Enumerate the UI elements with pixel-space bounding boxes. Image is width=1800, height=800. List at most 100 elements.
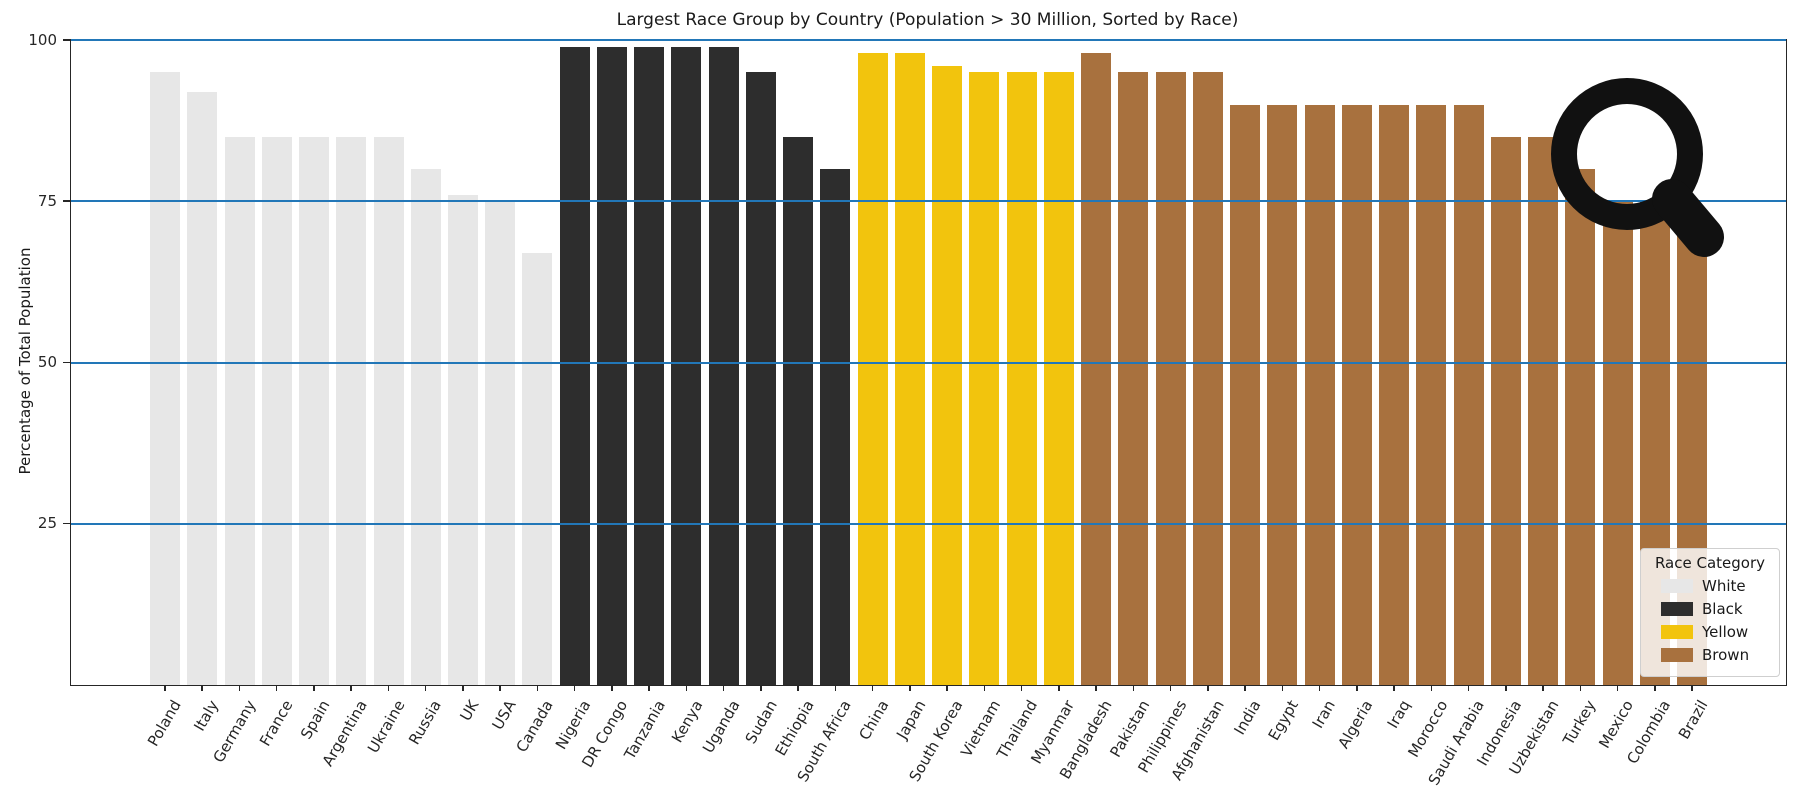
bar-iran [1304, 104, 1335, 685]
x-tick-mark [685, 685, 688, 691]
bar-iraq [1379, 104, 1409, 685]
legend: Race Category White Black Yellow Brown [1640, 548, 1780, 677]
x-tick-mark [164, 685, 166, 691]
bar-usa [485, 201, 516, 685]
y-tick-label-75: 75 [37, 191, 57, 210]
bar-indonesia [1490, 136, 1521, 685]
legend-label-yellow: Yellow [1702, 623, 1749, 641]
x-tick-mark [1132, 685, 1135, 691]
x-tick-label-china: China [855, 697, 893, 744]
x-tick-label-turkey: Turkey [1559, 697, 1600, 749]
bar-ukraine [373, 136, 404, 685]
bar-kenya [671, 46, 702, 685]
bar-morocco [1416, 104, 1447, 685]
bar-poland [150, 72, 180, 685]
y-tick-mark-25 [63, 522, 70, 525]
legend-title: Race Category [1654, 554, 1766, 572]
x-tick-mark [1318, 685, 1321, 691]
legend-entry-white: White [1661, 577, 1771, 595]
x-tick-label-spain: Spain [297, 697, 334, 743]
bar-canada [522, 252, 553, 685]
x-tick-label-usa: USA [488, 697, 520, 733]
gridline-100 [71, 39, 1786, 41]
x-tick-mark [1393, 685, 1395, 691]
x-tick-label-japan: Japan [892, 697, 930, 743]
x-tick-mark [722, 685, 725, 691]
x-tick-mark [573, 685, 576, 691]
y-tick-mark-75 [63, 200, 70, 202]
bar-italy [187, 91, 218, 685]
bar-germany [224, 136, 255, 685]
bar-south-korea [932, 65, 963, 685]
x-tick-mark [909, 685, 911, 691]
x-tick-mark [946, 685, 948, 691]
bar-myanmar [1043, 72, 1074, 685]
legend-entry-yellow: Yellow [1661, 623, 1771, 641]
y-tick-mark-50 [63, 361, 70, 364]
y-tick-label-25: 25 [37, 514, 57, 533]
legend-label-black: Black [1702, 600, 1743, 618]
bar-philippines [1155, 72, 1186, 685]
x-tick-mark [350, 685, 352, 691]
x-tick-mark [1356, 685, 1358, 691]
x-tick-mark [238, 685, 241, 691]
x-tick-mark [1169, 685, 1172, 691]
legend-entry-black: Black [1661, 600, 1771, 618]
x-tick-label-algeria: Algeria [1334, 697, 1377, 752]
y-tick-label-50: 50 [37, 353, 57, 371]
legend-swatch-white [1661, 579, 1693, 593]
x-tick-label-russia: Russia [405, 697, 446, 748]
x-tick-label-iraq: Iraq [1383, 697, 1414, 732]
bar-russia [410, 169, 441, 685]
legend-label-brown: Brown [1702, 646, 1750, 664]
x-tick-mark [611, 685, 613, 691]
bar-uzbekistan [1528, 136, 1558, 685]
bar-pakistan [1118, 72, 1149, 685]
bar-china [857, 52, 888, 685]
bar-tanzania [634, 46, 665, 685]
x-tick-label-poland: Poland [143, 697, 185, 750]
x-tick-mark [1095, 685, 1097, 691]
legend-label-white: White [1702, 577, 1746, 595]
gridline-75 [71, 200, 1786, 203]
bar-bangladesh [1081, 52, 1112, 685]
bar-afghanistan [1192, 72, 1223, 685]
chart-title: Largest Race Group by Country (Populatio… [616, 10, 1239, 30]
x-tick-label-iran: Iran [1308, 697, 1340, 732]
x-tick-mark [1020, 685, 1023, 691]
x-tick-mark [275, 685, 278, 691]
x-tick-mark [834, 685, 837, 691]
legend-swatch-yellow [1661, 625, 1693, 639]
x-tick-label-kenya: Kenya [667, 697, 706, 746]
bar-mexico [1602, 201, 1633, 685]
x-tick-mark [1505, 685, 1507, 691]
x-tick-mark [1430, 685, 1433, 691]
bar-thailand [1006, 72, 1037, 685]
legend-swatch-brown [1661, 648, 1693, 662]
bar-france [261, 136, 292, 685]
x-tick-mark [1654, 685, 1656, 691]
bar-saudi-arabia [1453, 104, 1484, 685]
bar-turkey [1565, 169, 1596, 685]
bar-india [1230, 104, 1261, 685]
x-tick-mark [536, 685, 539, 691]
bar-dr-congo [596, 46, 627, 685]
x-tick-label-brazil: Brazil [1675, 697, 1712, 743]
bar-japan [894, 52, 925, 685]
x-tick-label-italy: Italy [189, 697, 222, 735]
x-tick-mark [983, 685, 986, 691]
x-tick-mark [1058, 685, 1060, 691]
bar-algeria [1341, 104, 1372, 685]
x-tick-mark [871, 685, 874, 691]
magnifier-lens-ring [1551, 78, 1703, 230]
bar-spain [299, 136, 329, 685]
bar-nigeria [559, 46, 590, 685]
x-tick-label-india: India [1230, 697, 1265, 738]
legend-swatch-black [1661, 602, 1693, 616]
legend-entry-brown: Brown [1661, 646, 1771, 664]
x-tick-mark [648, 685, 650, 691]
x-tick-mark [1579, 685, 1582, 691]
x-tick-mark [499, 685, 501, 691]
magnifier-cursor-icon [1551, 78, 1724, 257]
